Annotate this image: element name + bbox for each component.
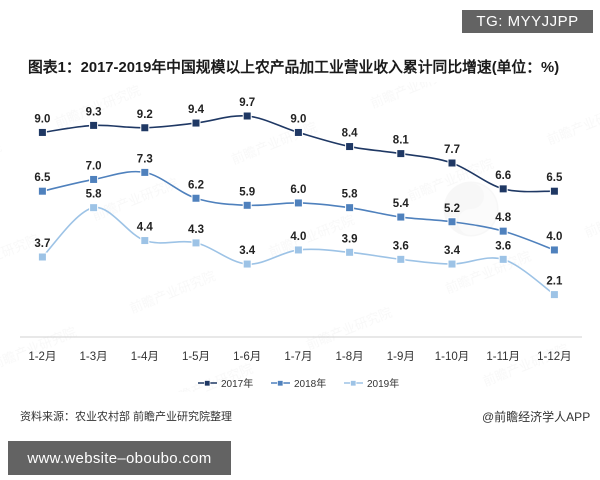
svg-text:5.8: 5.8 [86,189,103,201]
svg-text:1-11月: 1-11月 [486,351,520,363]
svg-text:1-10月: 1-10月 [435,351,470,363]
svg-text:2017年: 2017年 [221,377,253,390]
svg-text:7.3: 7.3 [137,153,153,165]
svg-text:5.8: 5.8 [342,189,359,201]
svg-text:1-2月: 1-2月 [28,351,56,363]
svg-text:9.3: 9.3 [86,106,102,118]
svg-text:5.2: 5.2 [444,203,460,215]
svg-text:3.6: 3.6 [393,240,409,252]
svg-text:9.7: 9.7 [239,97,255,109]
svg-text:3.4: 3.4 [444,245,461,257]
svg-text:9.0: 9.0 [34,113,50,125]
svg-text:4.0: 4.0 [290,231,306,243]
svg-text:2.1: 2.1 [546,276,563,288]
svg-text:8.4: 8.4 [342,128,359,140]
svg-text:8.1: 8.1 [393,135,410,147]
svg-text:3.9: 3.9 [342,233,358,245]
svg-text:6.0: 6.0 [290,184,306,196]
svg-text:1-8月: 1-8月 [336,351,364,363]
svg-text:2019年: 2019年 [367,377,399,390]
svg-text:1-7月: 1-7月 [284,351,312,363]
svg-text:6.6: 6.6 [495,170,511,182]
svg-text:1-4月: 1-4月 [131,351,159,363]
svg-text:6.5: 6.5 [34,172,51,184]
svg-text:1-3月: 1-3月 [80,351,108,363]
svg-text:3.4: 3.4 [239,245,256,257]
svg-text:4.3: 4.3 [188,224,204,236]
svg-text:7.0: 7.0 [86,160,102,172]
svg-text:1-12月: 1-12月 [537,351,572,363]
svg-text:2018年: 2018年 [294,377,326,390]
svg-text:1-9月: 1-9月 [387,351,415,363]
svg-text:9.2: 9.2 [137,109,153,121]
svg-text:7.7: 7.7 [444,144,460,156]
svg-text:6.2: 6.2 [188,179,204,191]
svg-text:1-5月: 1-5月 [182,351,210,363]
svg-text:9.4: 9.4 [188,104,205,116]
svg-text:5.9: 5.9 [239,186,255,198]
svg-text:1-6月: 1-6月 [233,351,261,363]
svg-text:4.8: 4.8 [495,212,512,224]
svg-text:9.0: 9.0 [290,113,306,125]
svg-text:4.4: 4.4 [137,222,154,234]
svg-text:3.6: 3.6 [495,240,511,252]
svg-text:3.7: 3.7 [34,238,50,250]
svg-text:6.5: 6.5 [546,172,563,184]
svg-text:5.4: 5.4 [393,198,410,210]
svg-text:4.0: 4.0 [546,231,562,243]
